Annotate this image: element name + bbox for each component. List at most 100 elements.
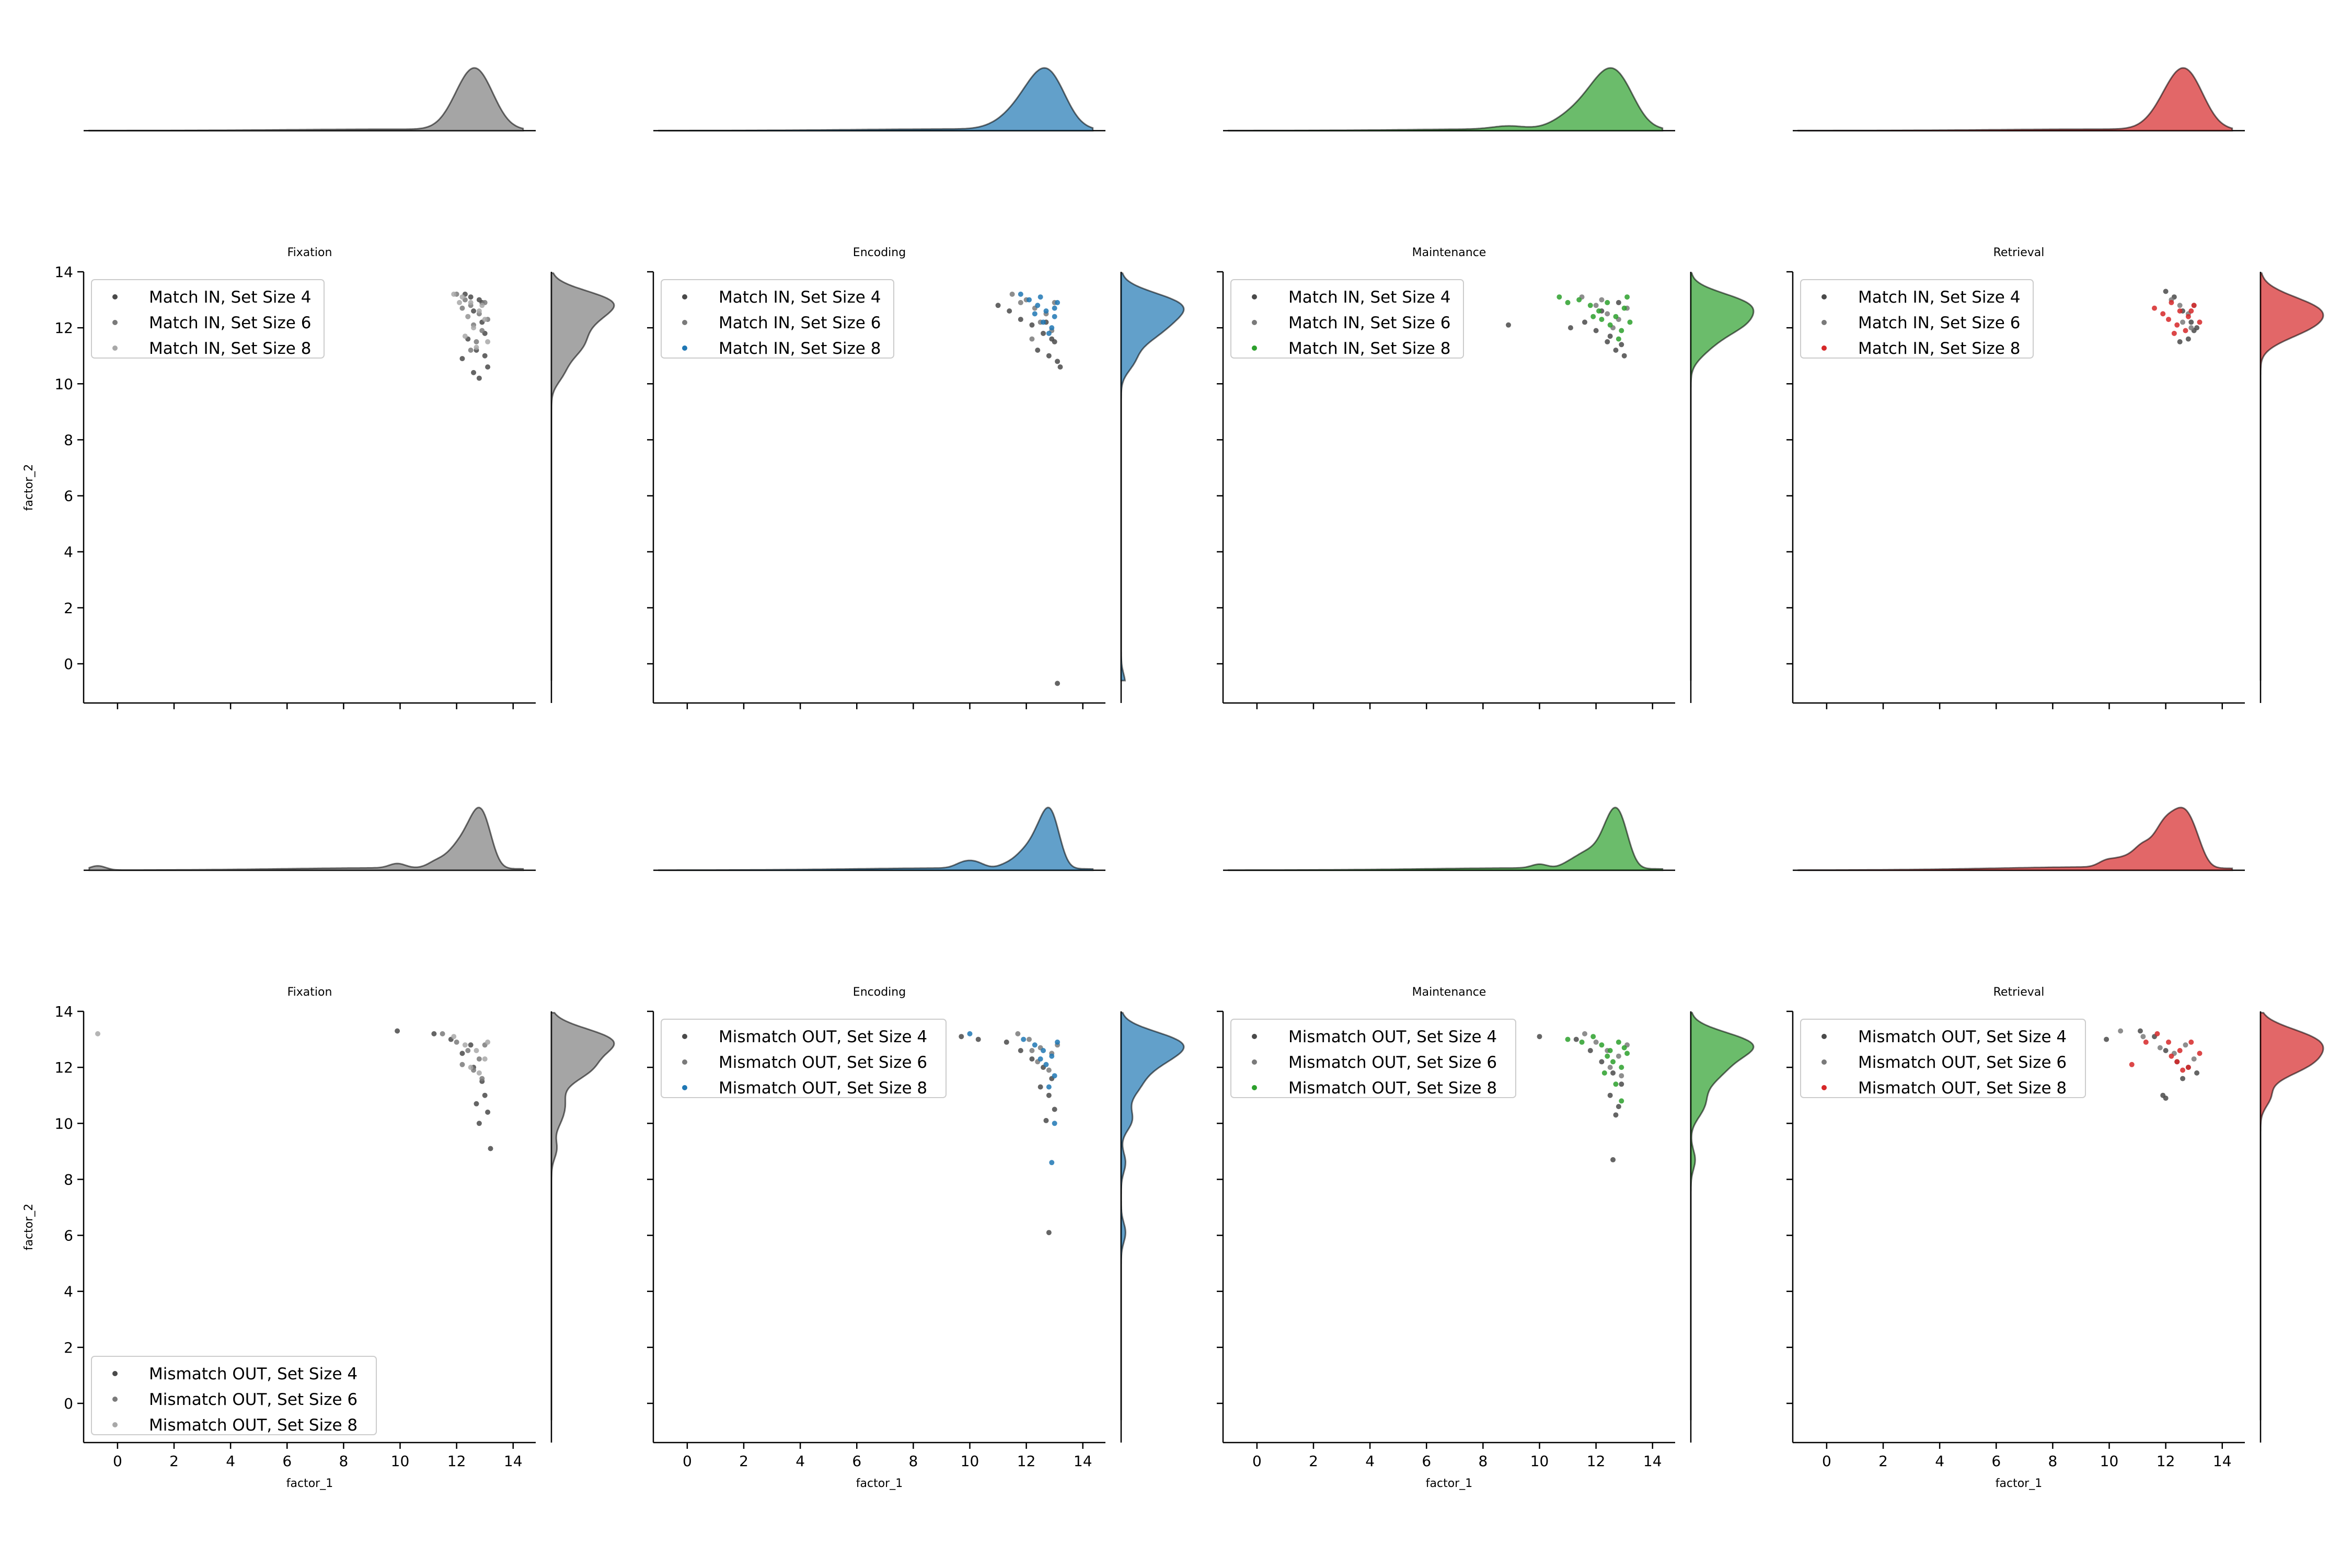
legend-marker: [682, 320, 687, 325]
legend-label: Match IN, Set Size 6: [1858, 314, 2020, 332]
legend-label: Match IN, Set Size 8: [1288, 339, 1450, 358]
y-tick-label: 2: [64, 1339, 73, 1356]
scatter-point: [1582, 319, 1587, 325]
marginal-y-density: [2259, 272, 2324, 681]
scatter-point: [2163, 1048, 2169, 1053]
scatter-point: [488, 1146, 493, 1151]
scatter-point: [479, 328, 485, 333]
scatter-point: [2180, 1076, 2186, 1081]
legend-marker: [1252, 320, 1257, 325]
scatter-point: [451, 1034, 457, 1040]
legend-label: Match IN, Set Size 8: [719, 339, 881, 358]
x-axis-label: factor_1: [1996, 1477, 2042, 1490]
marginal-y-density: [1120, 272, 1185, 682]
scatter-point: [1616, 1053, 1621, 1059]
scatter-point: [967, 1031, 973, 1036]
marginal-x-density: [88, 67, 524, 132]
marginal-x-density: [658, 67, 1094, 132]
scatter-point: [1046, 1092, 1052, 1098]
scatter-point: [1506, 322, 1512, 328]
y-tick-label: 10: [54, 375, 73, 393]
scatter-point: [1601, 1070, 1607, 1076]
legend-marker: [1821, 1085, 1827, 1090]
scatter-point: [1021, 1036, 1027, 1042]
scatter-point: [1599, 297, 1605, 303]
scatter-point: [1018, 317, 1023, 322]
y-tick-label: 12: [54, 1059, 73, 1076]
panel-encoding-2: Encoding 0 2 4 6 8 10 12 14 factor_1 Mismatch OUT,…: [647, 806, 1185, 1490]
panel-retrieval-1: Retrieval Match IN, Set Size 4 Match IN, S…: [1786, 67, 2324, 709]
scatter-point: [474, 1048, 479, 1053]
scatter-point: [1052, 1073, 1057, 1079]
scatter-point: [459, 1062, 465, 1067]
scatter-point: [479, 303, 485, 308]
scatter-point: [2137, 1028, 2143, 1034]
x-tick-label: 14: [1074, 1452, 1092, 1470]
scatter-point: [2154, 1031, 2160, 1036]
scatter-point: [1018, 291, 1023, 297]
legend-marker: [1821, 345, 1827, 351]
scatter-point: [2157, 1045, 2163, 1051]
legend-label: Match IN, Set Size 6: [719, 314, 881, 332]
scatter-point: [995, 303, 1001, 308]
legend-box: [661, 279, 894, 359]
y-tick-label: 4: [64, 1283, 73, 1300]
scatter-point: [1565, 299, 1571, 305]
scatter-point: [459, 1051, 465, 1056]
scatter-point: [1607, 1048, 1613, 1053]
marginal-y-density: [1690, 272, 1755, 681]
scatter-point: [468, 1065, 474, 1070]
scatter-point: [482, 317, 488, 322]
scatter-point: [1607, 1092, 1613, 1098]
legend-box: [1230, 1019, 1516, 1098]
scatter-point: [482, 353, 488, 359]
panel-title: Maintenance: [1412, 246, 1486, 259]
panel-maintenance-1: Maintenance Match IN, Set Size 4 Match IN,…: [1217, 67, 1755, 709]
scatter-point: [1582, 1031, 1587, 1036]
scatter-point: [468, 1042, 474, 1048]
x-tick-label: 12: [1017, 1452, 1036, 1470]
scatter-point: [1043, 1062, 1049, 1067]
x-tick-label: 10: [961, 1452, 979, 1470]
scatter-point: [454, 1039, 459, 1045]
panel-fixation-1: Fixation 0 2 4 6 8 10 12 14 factor_2 Match IN, Set…: [22, 67, 615, 709]
scatter-point: [1613, 1112, 1619, 1118]
scatter-point: [2169, 299, 2174, 305]
scatter-point: [1046, 1230, 1052, 1236]
x-tick-label: 10: [391, 1452, 410, 1470]
scatter-point: [1049, 336, 1055, 342]
scatter-point: [468, 348, 474, 353]
x-tick-label: 6: [282, 1452, 292, 1470]
scatter-point: [1029, 1048, 1035, 1053]
scatter-point: [2191, 1056, 2197, 1062]
scatter-point: [1619, 328, 1624, 333]
scatter-point: [1018, 299, 1023, 305]
scatter-point: [2185, 314, 2191, 319]
panel-retrieval-2: Retrieval 0 2 4 6 8 10 12 14 factor_1 Mismatch OUT…: [1786, 806, 2324, 1490]
legend-label: Mismatch OUT, Set Size 8: [1858, 1079, 2067, 1098]
legend-label: Match IN, Set Size 4: [149, 288, 311, 307]
scatter-point: [2174, 322, 2180, 328]
scatter-point: [2194, 1070, 2200, 1076]
scatter-point: [1596, 308, 1602, 314]
x-tick-label: 8: [1478, 1452, 1488, 1470]
scatter-point: [1032, 1042, 1037, 1048]
scatter-point: [2194, 325, 2200, 331]
scatter-point: [1616, 336, 1621, 342]
scatter-point: [459, 356, 465, 362]
scatter-point: [468, 299, 474, 305]
scatter-point: [451, 291, 457, 297]
marginal-x-density: [658, 806, 1094, 871]
x-tick-label: 0: [1822, 1452, 1831, 1470]
scatter-point: [2163, 1096, 2169, 1101]
scatter-point: [1605, 311, 1610, 317]
scatter-point: [471, 370, 477, 375]
scatter-point: [471, 308, 477, 314]
scatter-point: [476, 308, 482, 314]
panel-title: Encoding: [853, 246, 906, 259]
x-tick-label: 6: [1991, 1452, 2001, 1470]
x-axis-label: factor_1: [286, 1477, 333, 1490]
legend-marker: [112, 320, 118, 325]
legend-label: Match IN, Set Size 6: [149, 314, 311, 332]
scatter-point: [474, 339, 479, 344]
